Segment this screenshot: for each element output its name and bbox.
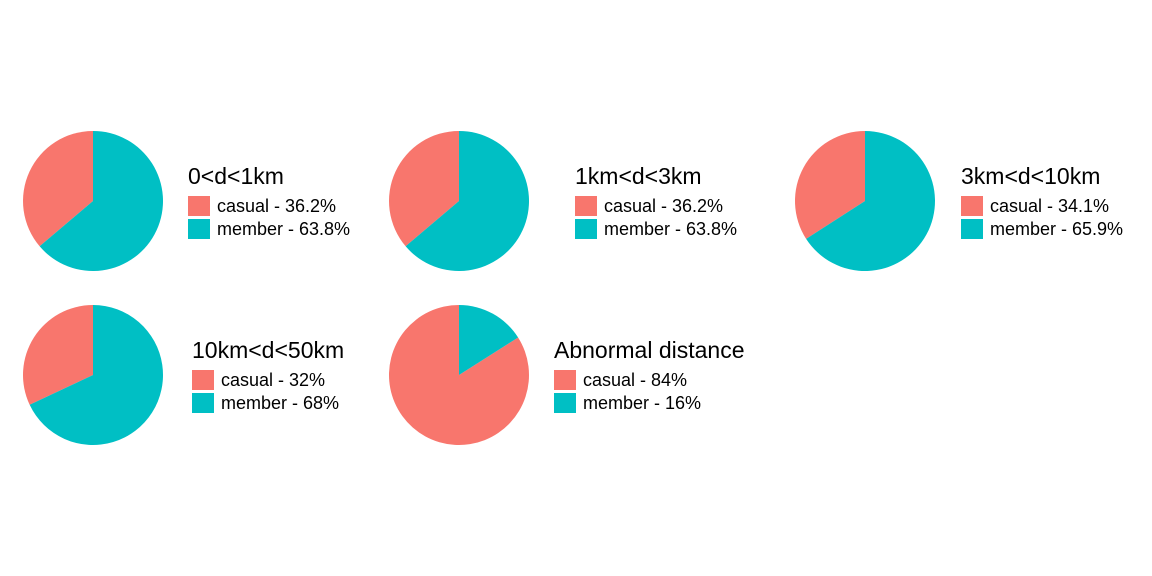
legend-key-casual [188, 196, 210, 216]
pie-chart-5: Abnormal distance casual - 84% member - 16… [388, 305, 745, 446]
pie-slice-casual [388, 305, 529, 446]
legend-label-casual: casual - 32% [221, 370, 325, 390]
pie-slice-member [806, 131, 935, 271]
legend-key-member [192, 393, 214, 413]
pie-slice-casual [389, 131, 459, 247]
legend-label-member: member - 63.8% [604, 219, 737, 239]
legend-title: 1km<d<3km [575, 163, 702, 189]
legend-label-casual: casual - 34.1% [990, 196, 1109, 216]
legend-key-casual [192, 370, 214, 390]
legend-title: Abnormal distance [554, 337, 745, 363]
pie-chart-2: 1km<d<3km casual - 36.2% member - 63.8% [389, 131, 737, 271]
pie-slice-member [39, 131, 164, 271]
pie-chart-1: 0<d<1km casual - 36.2% member - 63.8% [23, 131, 350, 271]
pie-chart-3: 3km<d<10km casual - 34.1% member - 65.9% [794, 131, 1123, 271]
pie-chart-4: 10km<d<50km casual - 32% member - 68% [23, 305, 344, 445]
legend-label-casual: casual - 36.2% [217, 196, 336, 216]
legend-key-casual [554, 370, 576, 390]
pie-slice-casual [794, 131, 865, 239]
legend-key-casual [575, 196, 597, 216]
legend-title: 0<d<1km [188, 163, 284, 189]
legend-key-member [961, 219, 983, 239]
legend-key-member [575, 219, 597, 239]
legend-key-member [554, 393, 576, 413]
legend-title: 10km<d<50km [192, 337, 344, 363]
pie-slice-casual [23, 131, 94, 247]
pie-slice-member [29, 305, 164, 445]
legend-key-member [188, 219, 210, 239]
pie-slice-member [405, 131, 530, 271]
pie-slice-member [459, 305, 519, 375]
legend-label-member: member - 16% [583, 393, 701, 413]
legend-key-casual [961, 196, 983, 216]
legend-label-casual: casual - 36.2% [604, 196, 723, 216]
legend-label-member: member - 63.8% [217, 219, 350, 239]
pie-slice-casual [23, 305, 93, 405]
legend-label-member: member - 65.9% [990, 219, 1123, 239]
legend-label-casual: casual - 84% [583, 370, 687, 390]
legend-title: 3km<d<10km [961, 163, 1100, 189]
legend-label-member: member - 68% [221, 393, 339, 413]
